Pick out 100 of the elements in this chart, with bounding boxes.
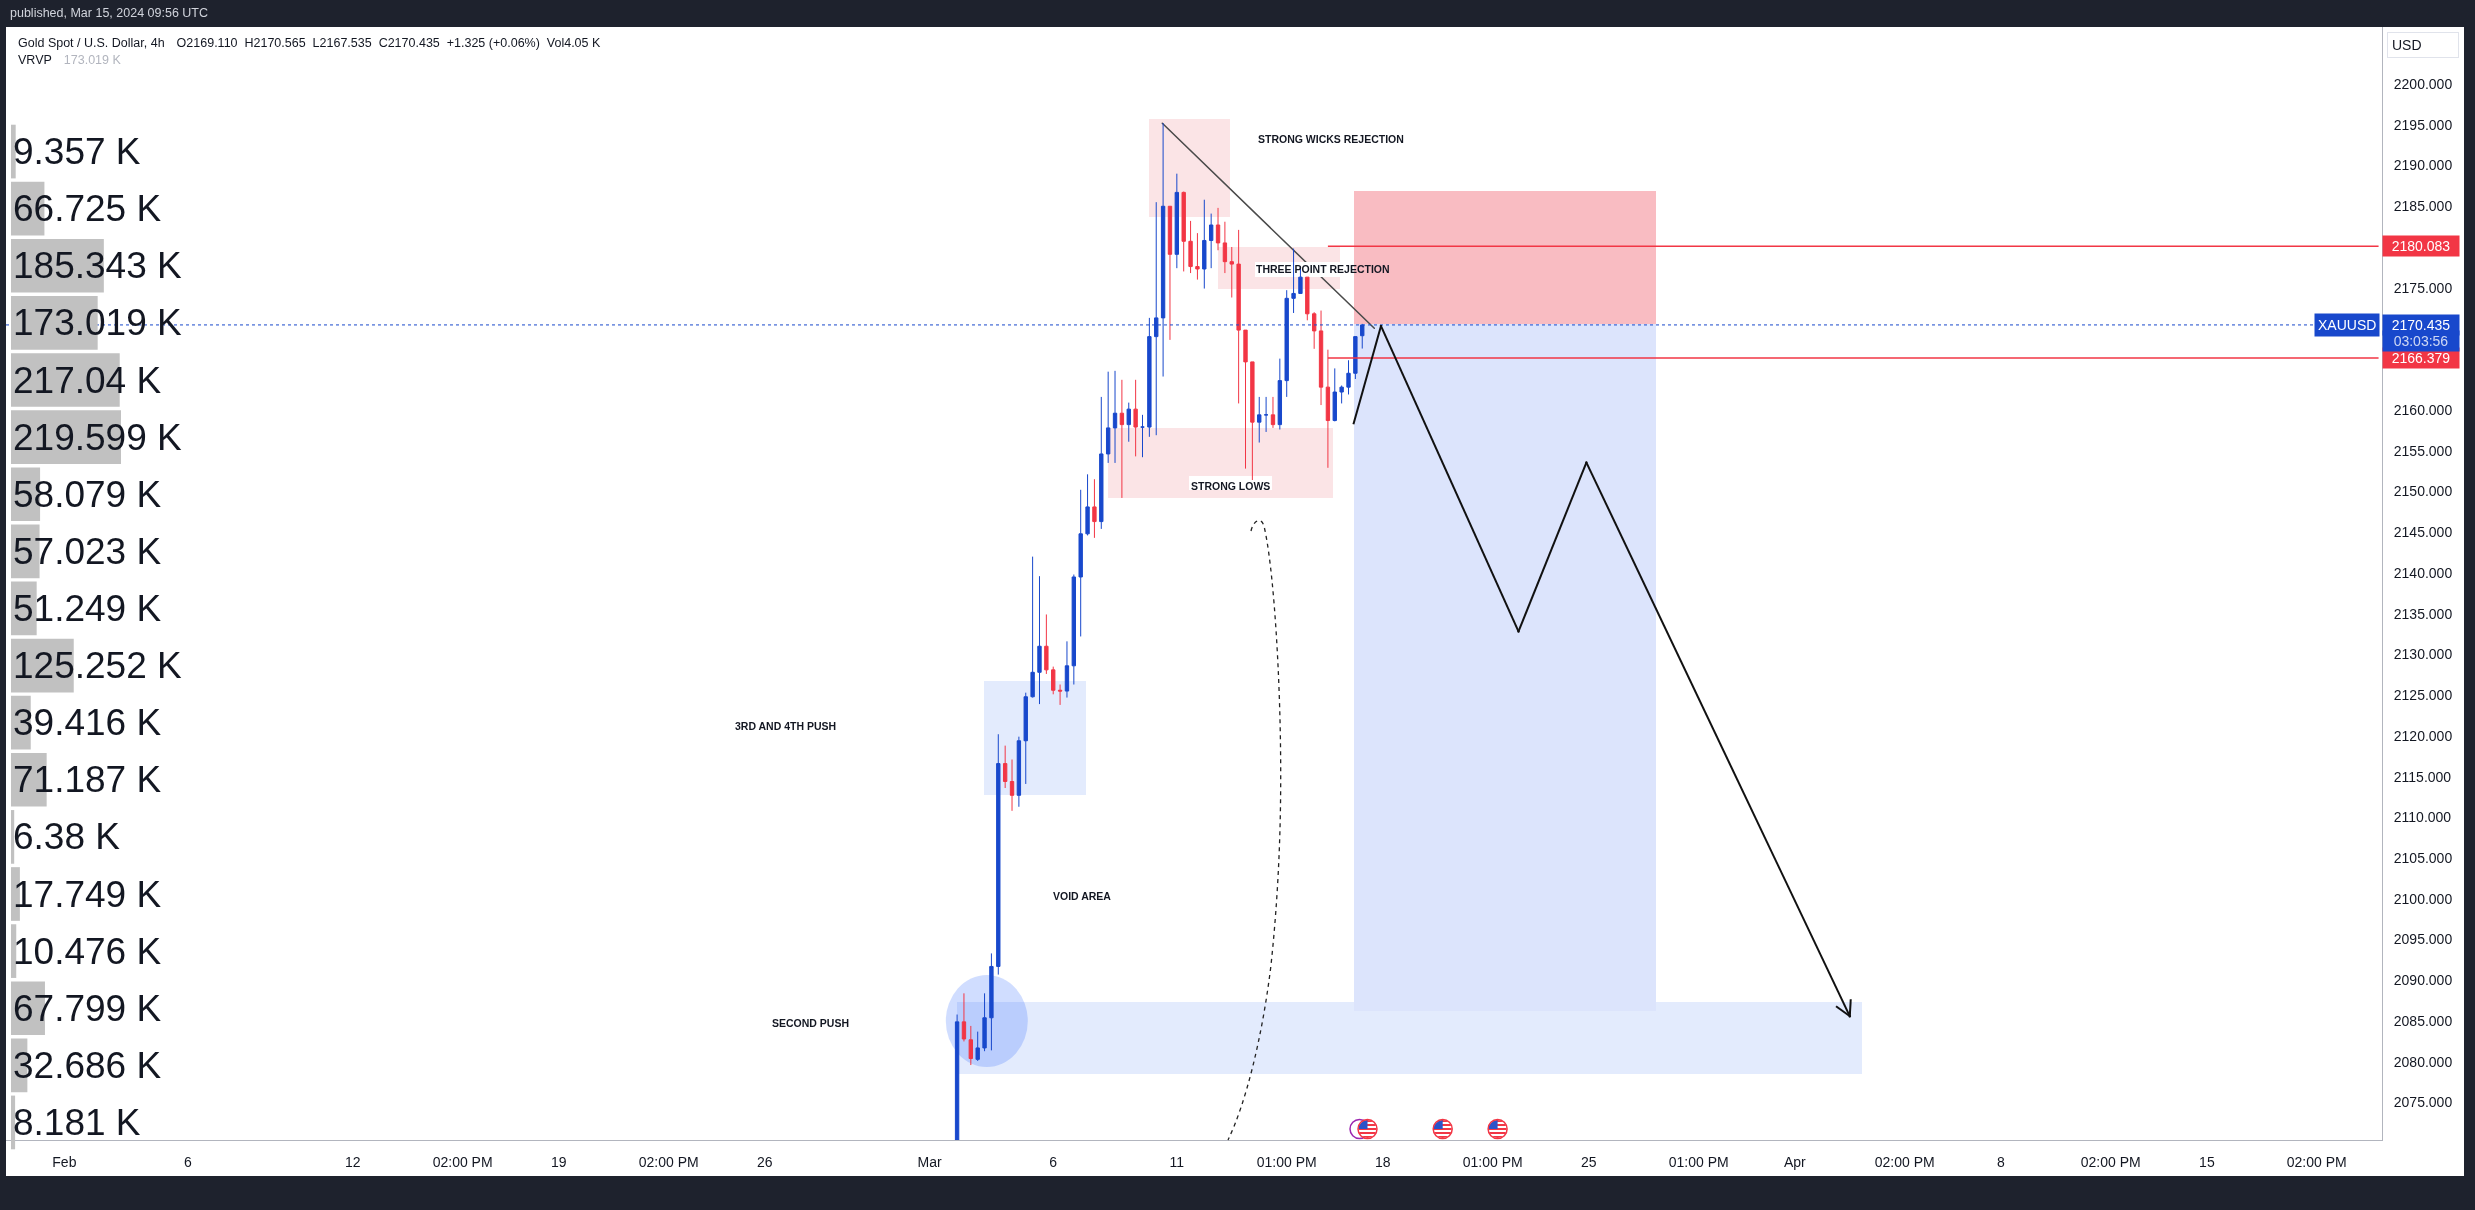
- bar: [11, 1095, 16, 1150]
- annotation: STRONG LOWS: [1191, 480, 1271, 492]
- chart-subtitle: 173.019 K: [63, 53, 121, 67]
- data-label: 39.416 K: [13, 702, 162, 743]
- data-label: 8.181 K: [13, 1102, 141, 1143]
- y-tick-label: 2095.000: [2393, 931, 2453, 948]
- candlestick: [1071, 574, 1077, 686]
- x-tick-label: 01:00 PM: [1668, 1153, 1729, 1170]
- candlestick: [1305, 276, 1310, 321]
- bar: [11, 810, 15, 864]
- y-tick-label: 2110.000: [2393, 809, 2452, 826]
- candlestick: [1174, 173, 1180, 269]
- candlestick: [1346, 359, 1351, 395]
- y-tick-label: 2125.000: [2393, 687, 2453, 704]
- candlestick: [1105, 371, 1111, 464]
- data-label: 51.249 K: [13, 588, 162, 629]
- candlestick: [1291, 248, 1296, 314]
- candlestick: [1030, 556, 1035, 699]
- candlestick: [1064, 640, 1070, 699]
- candlestick: [1037, 575, 1042, 705]
- candlestick: [1202, 199, 1207, 290]
- y-tick-label: 2185.000: [2393, 198, 2453, 215]
- x-tick-label: 02:00 PM: [2080, 1153, 2141, 1170]
- candlestick: [1250, 361, 1255, 481]
- y-tick-label: 2115.000: [2393, 768, 2452, 785]
- y-tick-label: 2120.000: [2393, 727, 2453, 744]
- data-label: 66.725 K: [13, 188, 162, 229]
- data-label: 185.343 K: [13, 245, 183, 286]
- x-tick-label: Apr: [1783, 1153, 1807, 1170]
- x-tick-label: 02:00 PM: [638, 1153, 699, 1170]
- candlestick: [1236, 229, 1241, 404]
- candlestick: [1353, 336, 1358, 380]
- x-tick-label: 11: [1169, 1153, 1185, 1170]
- candlestick: [1092, 478, 1097, 539]
- candlestick: [1126, 402, 1131, 443]
- y-tick-label: 2100.000: [2393, 890, 2453, 907]
- candlestick: [1270, 396, 1276, 429]
- y-tick-label: 2200.000: [2393, 75, 2453, 92]
- data-label: 219.599 K: [13, 417, 183, 458]
- candlestick: [1222, 221, 1228, 274]
- candlestick: [1263, 396, 1269, 433]
- bar: [11, 124, 16, 179]
- x-tick-label: 02:00 PM: [1874, 1153, 1935, 1170]
- candlestick: [1318, 310, 1324, 406]
- x-tick-label: Feb: [52, 1153, 77, 1170]
- candlestick: [1023, 692, 1028, 785]
- y-tick-label: 2085.000: [2393, 1012, 2453, 1029]
- y-tick-label: 2155.000: [2393, 442, 2453, 459]
- candlestick: [1112, 370, 1118, 464]
- text: 03:03:56: [2393, 333, 2449, 349]
- candlestick: [1332, 367, 1337, 422]
- data-label: 217.04 K: [13, 360, 162, 401]
- x-tick-label: 26: [757, 1153, 773, 1170]
- annotation: STRONG WICKS REJECTION: [1258, 133, 1404, 145]
- x-tick-label: Mar: [917, 1153, 943, 1170]
- candlestick: [1057, 684, 1063, 706]
- candlestick: [1099, 396, 1104, 530]
- text: Gold Spot / U.S. Dollar, 4h: [18, 36, 165, 50]
- text: 2170.435: [2391, 317, 2451, 333]
- ref-line-label: XAUUSD: [2318, 317, 2377, 333]
- x-tick-label: 01:00 PM: [1256, 1153, 1317, 1170]
- x-tick-label: 6: [1049, 1153, 1058, 1170]
- bar: [11, 924, 17, 978]
- y-tick-label: 2090.000: [2393, 972, 2453, 989]
- candlestick: [975, 1031, 980, 1062]
- x-tick-label: 18: [1375, 1153, 1391, 1170]
- candlestick: [1051, 666, 1056, 695]
- y-tick-label: 2160.000: [2393, 401, 2453, 418]
- candlestick: [968, 1025, 973, 1066]
- candlestick: [1339, 385, 1344, 404]
- y-tick-label: 2195.000: [2393, 116, 2453, 133]
- data-label: 6.38 K: [13, 816, 121, 857]
- candlestick: [1016, 736, 1022, 808]
- data-label: 125.252 K: [13, 645, 183, 686]
- data-label: 2180.083: [2391, 238, 2451, 254]
- y-tick-label: 2145.000: [2393, 524, 2453, 541]
- candlestick: [961, 992, 967, 1042]
- x-tick-label: 12: [345, 1153, 361, 1170]
- candlestick: [1188, 220, 1193, 274]
- y-tick-label: 2130.000: [2393, 646, 2453, 663]
- x-tick-label: 02:00 PM: [432, 1153, 493, 1170]
- candlestick: [1167, 205, 1173, 341]
- candlestick: [1311, 311, 1317, 350]
- data-label: 58.079 K: [13, 474, 162, 515]
- annotation: THREE POINT REJECTION: [1256, 263, 1390, 275]
- data-label: 2166.379: [2391, 350, 2451, 366]
- candlestick: [982, 992, 987, 1052]
- y-tick-label: 2080.000: [2393, 1053, 2453, 1070]
- candlestick: [1215, 207, 1221, 251]
- text: published, Mar 15, 2024 09:56 UTC: [10, 5, 209, 22]
- chart-title: VRVP: [18, 53, 52, 67]
- candlestick: [996, 733, 1001, 976]
- data-label: 57.023 K: [13, 531, 162, 572]
- data-label: 71.187 K: [13, 759, 162, 800]
- y-tick-label: 2135.000: [2393, 605, 2453, 622]
- x-tick-label: 02:00 PM: [2286, 1153, 2347, 1170]
- text: O2169.110 H2170.565 L2167.535 C2170.435 +1.325 (+0.06%) Vol4.05 K: [176, 36, 601, 50]
- candlestick: [1195, 232, 1200, 281]
- data-label: 10.476 K: [13, 931, 162, 972]
- candlestick: [1208, 213, 1214, 269]
